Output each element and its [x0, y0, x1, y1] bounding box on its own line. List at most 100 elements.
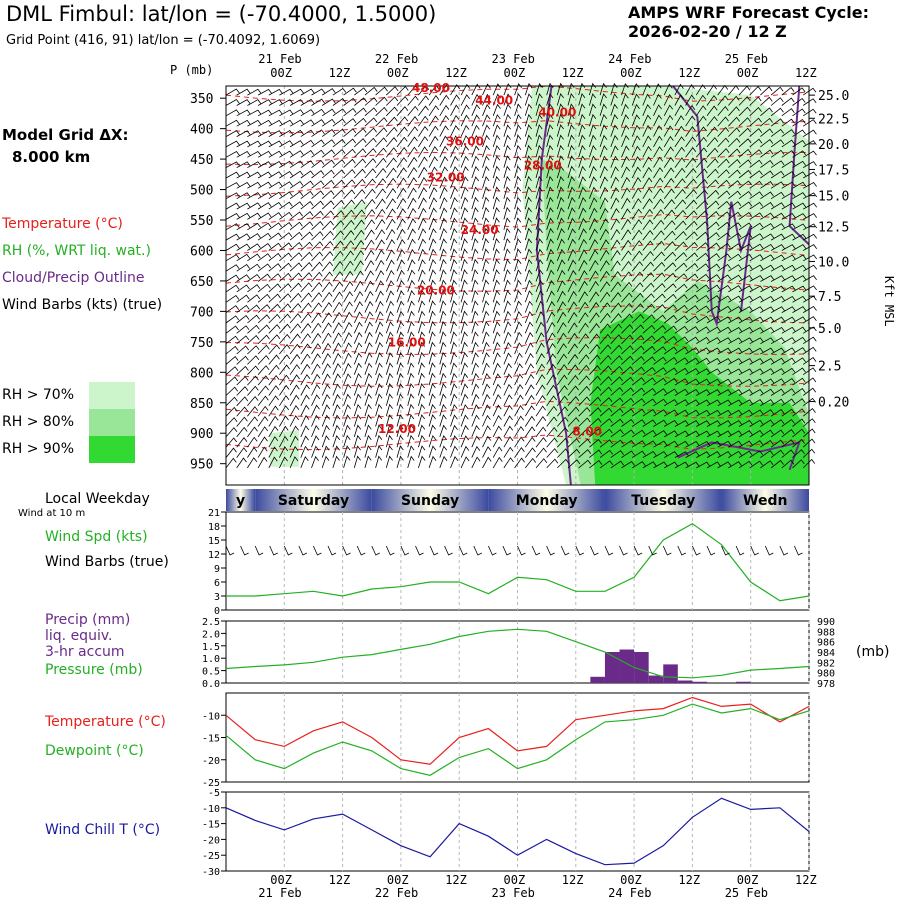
wind-barb [706, 409, 721, 417]
wind-barb [268, 160, 283, 168]
wind-barb [460, 114, 470, 127]
wind-barb [802, 367, 817, 376]
wind-barb [460, 83, 471, 96]
wind-barb [674, 220, 687, 231]
wind-barb [524, 310, 534, 324]
wind-barb [492, 310, 501, 324]
wind-barb [578, 396, 591, 407]
wind-barb [321, 118, 336, 127]
wind-barb [385, 321, 394, 334]
wind-barb [760, 368, 775, 376]
wind-barb [770, 316, 785, 324]
surface-wind-barb [721, 545, 730, 556]
wind-barb [781, 388, 796, 396]
wind-barb [546, 269, 555, 282]
wind-barb [385, 269, 395, 282]
wind-barb [300, 333, 312, 344]
wind-barb [289, 221, 303, 231]
wind-barb [321, 455, 330, 469]
wind-barb [300, 251, 313, 262]
wind-barb [546, 279, 555, 293]
wind-barb [749, 316, 764, 324]
rh70-swatch [89, 382, 135, 409]
wind-barb [546, 113, 554, 127]
wind-barb [728, 326, 743, 334]
wind-barb [653, 451, 668, 458]
wind-barb [567, 207, 576, 220]
wind-barb [674, 209, 687, 220]
wind-barb [471, 425, 480, 438]
wind-barb [279, 88, 294, 96]
wind-barb [792, 285, 807, 293]
wind-barb [407, 434, 415, 448]
wind-barb [418, 115, 429, 127]
wind-barb [385, 280, 395, 293]
wind-barb [556, 217, 565, 230]
wind-barb [236, 406, 248, 417]
wind-barb [439, 227, 448, 241]
wind-barb [524, 165, 532, 179]
wind-chill-ytick-label: -25 [202, 851, 220, 862]
wind-barb [770, 149, 785, 158]
precip-ytick-label: 1.0 [202, 654, 220, 665]
wind-barb [802, 305, 817, 313]
wind-barb [428, 300, 436, 313]
wind-barb [482, 217, 490, 230]
precip-bar [648, 675, 664, 683]
wind-barb [279, 344, 291, 355]
wind-barb [236, 447, 248, 458]
wind-barb [642, 303, 655, 313]
wind-barb [482, 300, 490, 313]
wind-barb [706, 389, 721, 396]
wind-barb [738, 264, 753, 272]
wind-barb [653, 146, 663, 158]
wind-barb [514, 425, 525, 438]
wind-barb [792, 192, 807, 200]
wind-barb [311, 261, 323, 272]
wind-barb [353, 352, 363, 365]
wind-barb [354, 148, 367, 158]
wind-barb [247, 365, 260, 375]
wind-barb [717, 95, 729, 106]
wind-barb [728, 148, 741, 158]
wind-barb [450, 372, 458, 386]
wind-barb [578, 124, 586, 137]
wind-barb [428, 383, 436, 396]
wind-barb [760, 170, 774, 179]
wind-barb [268, 436, 279, 448]
wind-barb [663, 357, 678, 365]
wind-barb [450, 403, 458, 417]
wind-barb [311, 312, 322, 324]
wind-barb [567, 144, 575, 158]
wind-barb [642, 282, 655, 293]
wind-barb [642, 429, 657, 438]
wind-barb [717, 284, 732, 293]
wind-barb [364, 209, 376, 220]
wind-barb [482, 425, 491, 438]
wind-barb [279, 293, 292, 303]
wind-barb [503, 175, 511, 189]
wind-barb [589, 407, 602, 417]
wind-barb [728, 264, 742, 272]
wind-barb [279, 119, 294, 127]
wind-barb [257, 171, 272, 179]
wind-barb [610, 228, 621, 241]
wind-barb [653, 282, 666, 293]
wind-barb [695, 105, 707, 117]
wind-barb [546, 196, 554, 210]
wind-barb [706, 337, 721, 345]
wind-barb [717, 158, 730, 168]
wind-barb [514, 134, 522, 148]
wind-barb [642, 166, 653, 179]
wind-barb [642, 419, 657, 427]
wind-barb [610, 208, 620, 220]
top-date-label: 22 Feb [375, 52, 418, 66]
wind-barb [492, 134, 501, 148]
wind-barb [546, 227, 554, 241]
wind-barb [738, 243, 753, 251]
wind-barb [760, 429, 774, 438]
wind-barb [621, 324, 634, 334]
wind-barb [268, 181, 283, 189]
wind-barb [364, 249, 375, 262]
wind-barb [321, 394, 331, 406]
